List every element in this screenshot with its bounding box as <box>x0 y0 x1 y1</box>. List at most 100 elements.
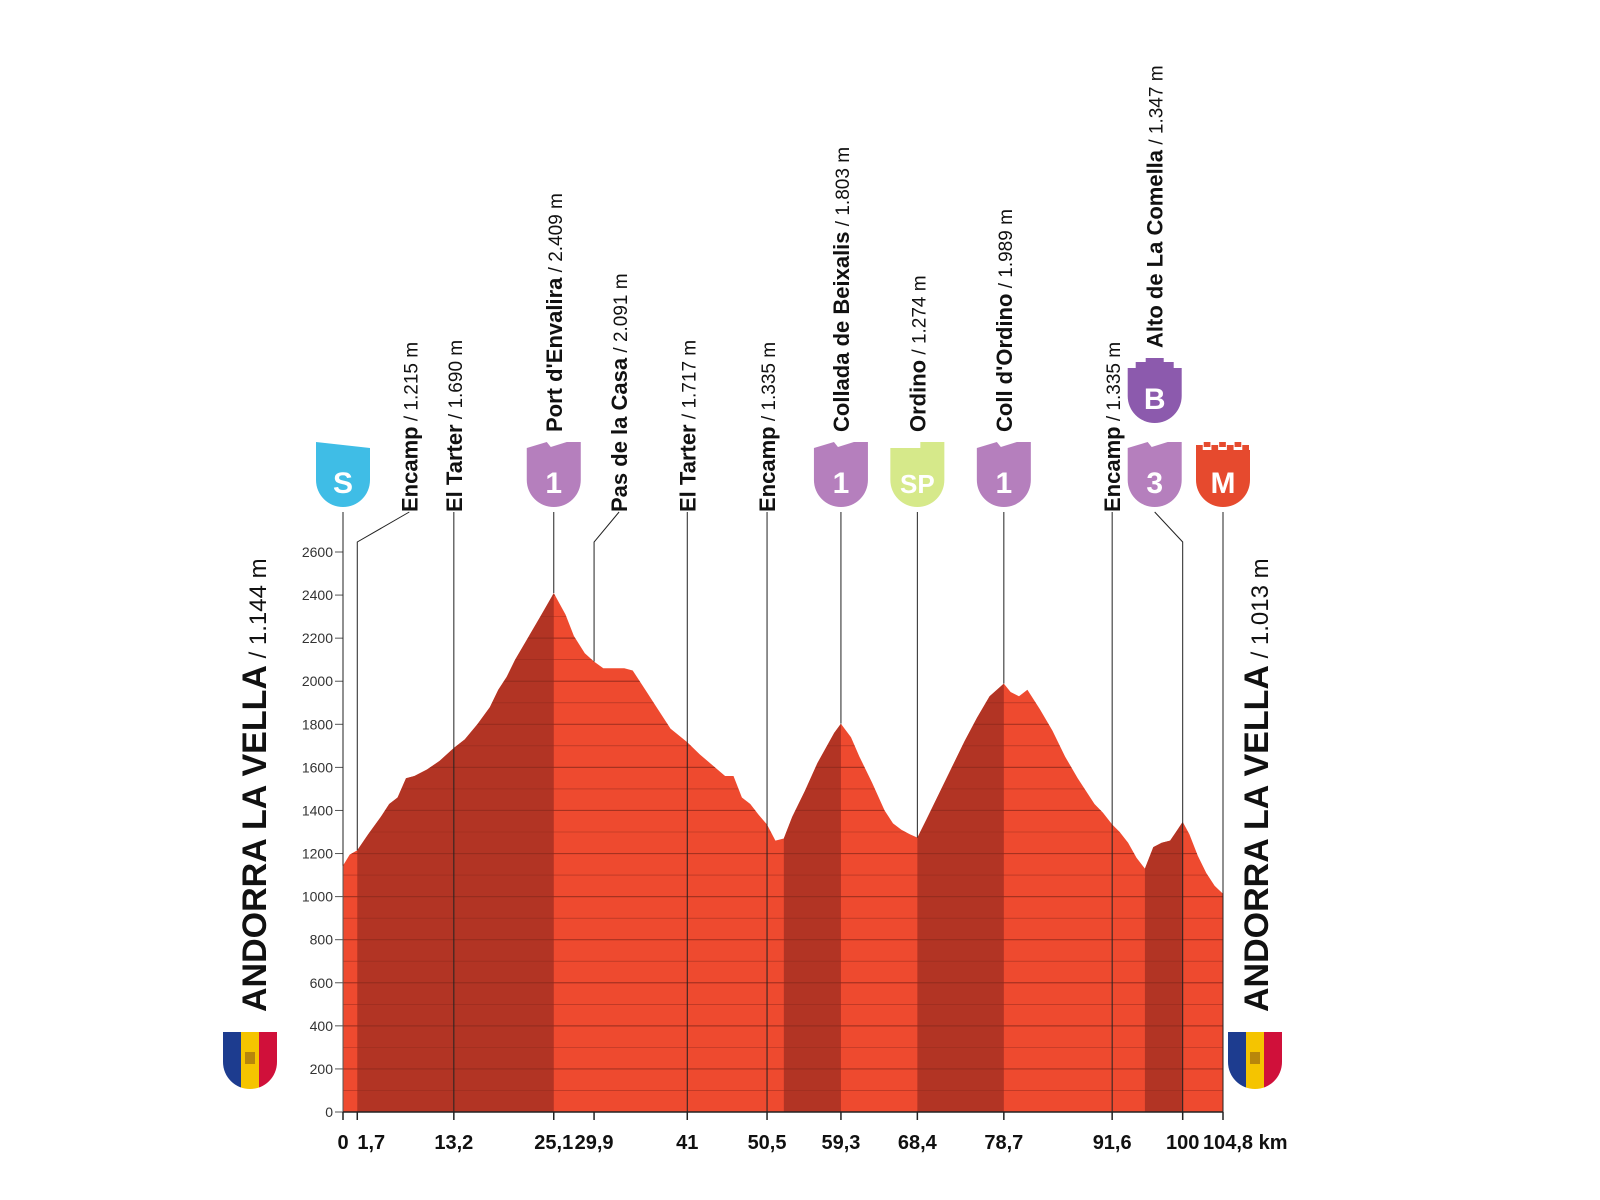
elevation-profile <box>343 593 1223 1112</box>
waypoint-8: SP Ordino / 1.274 m <box>890 275 945 838</box>
x-tick-label: 59,3 <box>821 1132 860 1154</box>
x-tick-label: 13,2 <box>434 1132 473 1154</box>
start-town-label: ANDORRA LA VELLA / 1.144 m <box>236 558 274 1012</box>
waypoint-name: Port d'Envalira <box>542 277 567 432</box>
x-tick-label: 78,7 <box>984 1132 1023 1154</box>
waypoint-label: Port d'Envalira / 2.409 m <box>542 193 567 432</box>
waypoints: S M Encamp / 1.215 m El Tarter / 1.690 m 1 Po… <box>316 65 1250 1112</box>
waypoint-altitude: / 1.717 m <box>679 340 700 425</box>
waypoint-name: El Tarter <box>675 424 700 512</box>
waypoint-altitude: / 1.803 m <box>833 147 854 232</box>
x-tick-label: 29,9 <box>575 1132 614 1154</box>
waypoint-name: El Tarter <box>442 424 467 512</box>
waypoint-4: Pas de la Casa / 2.091 m <box>593 273 632 662</box>
waypoint-9: 1 Coll d'Ordino / 1.989 m <box>976 209 1031 684</box>
waypoint-label: Pas de la Casa / 2.091 m <box>607 273 632 512</box>
start-endpoint: ANDORRA LA VELLA / 1.144 m <box>223 558 277 1089</box>
finish-town-name: ANDORRA LA VELLA <box>1238 665 1276 1012</box>
y-tick-label: 200 <box>310 1061 334 1077</box>
waypoint-altitude: / 1.335 m <box>1104 342 1125 427</box>
finish-endpoint: ANDORRA LA VELLA / 1.013 m <box>1228 558 1282 1089</box>
waypoint-name: Encamp <box>397 426 422 512</box>
waypoint-label: El Tarter / 1.717 m <box>675 340 700 512</box>
waypoint-altitude: / 1.989 m <box>996 209 1017 294</box>
leader-line <box>593 511 620 662</box>
badge-text: SP <box>900 469 935 499</box>
waypoint-altitude: / 1.215 m <box>401 342 422 427</box>
waypoint-altitude: / 1.347 m <box>1147 65 1168 150</box>
badge-text: 1 <box>833 467 850 500</box>
badge-text: 1 <box>545 467 562 500</box>
finish-town-altitude: / 1.013 m <box>1247 558 1274 665</box>
waypoint-label: El Tarter / 1.690 m <box>442 340 467 512</box>
y-tick-label: 1400 <box>302 802 333 818</box>
x-tick-label: 91,6 <box>1093 1132 1132 1154</box>
start-badge: S <box>316 442 370 866</box>
x-tick-label: 0 <box>337 1132 348 1154</box>
waypoint-name: Ordino <box>905 360 930 432</box>
badge-text: S <box>333 467 353 500</box>
waypoint-3: 1 Port d'Envalira / 2.409 m <box>526 193 581 594</box>
y-tick-label: 0 <box>325 1104 333 1120</box>
badge-text: M <box>1211 467 1236 500</box>
x-tick-label: 104,8 km <box>1203 1132 1288 1154</box>
andorra-flag-icon <box>223 1032 277 1089</box>
y-tick-label: 1600 <box>302 759 333 775</box>
waypoint-label: Encamp / 1.335 m <box>755 342 780 512</box>
y-tick-label: 400 <box>310 1018 334 1034</box>
waypoint-altitude: / 1.335 m <box>759 342 780 427</box>
waypoint-2: El Tarter / 1.690 m <box>442 340 467 1112</box>
waypoint-label: Coll d'Ordino / 1.989 m <box>992 209 1017 432</box>
waypoint-11: 3 B Alto de La Comella / 1.347 m <box>1127 65 1184 1112</box>
start-town-altitude: / 1.144 m <box>245 558 272 665</box>
waypoint-name: Encamp <box>755 426 780 512</box>
leader-line <box>1154 511 1184 1112</box>
waypoint-label: Alto de La Comella / 1.347 m <box>1143 65 1168 348</box>
waypoint-1: Encamp / 1.215 m <box>356 342 422 851</box>
x-axis: 0 1,7 13,2 25,1 29,9 41 50,5 59,3 68,4 78,7 91,6 10… <box>337 1111 1288 1154</box>
climb-shade-1 <box>357 593 554 1112</box>
waypoint-name: Coll d'Ordino <box>992 294 1017 432</box>
badge-text: 3 <box>1146 467 1163 500</box>
waypoint-5: El Tarter / 1.717 m <box>675 340 700 1112</box>
y-tick-label: 2200 <box>302 630 333 646</box>
x-tick-label: 25,1 <box>534 1132 573 1154</box>
finish-badge: M <box>1196 442 1250 1112</box>
climb-shade-3 <box>917 593 1004 1112</box>
x-tick-label: 68,4 <box>898 1132 938 1154</box>
y-tick-label: 600 <box>310 975 334 991</box>
x-tick-label: 100 <box>1166 1132 1199 1154</box>
climb-shade-2 <box>783 593 841 1112</box>
x-tick-label: 1,7 <box>357 1132 385 1154</box>
waypoint-altitude: / 2.091 m <box>611 273 632 358</box>
leader-line <box>356 511 410 851</box>
y-tick-label: 1000 <box>302 889 333 905</box>
waypoint-label: Collada de Beixalis / 1.803 m <box>829 147 854 432</box>
bonus-badge: B <box>1127 358 1182 423</box>
waypoint-label: Ordino / 1.274 m <box>905 275 930 432</box>
andorra-flag-icon <box>1228 1032 1282 1089</box>
x-tick-label: 50,5 <box>748 1132 787 1154</box>
y-tick-label: 1200 <box>302 846 333 862</box>
waypoint-name: Collada de Beixalis <box>829 231 854 432</box>
climb-shade-4 <box>1144 593 1183 1112</box>
waypoint-7: 1 Collada de Beixalis / 1.803 m <box>813 147 868 724</box>
waypoint-6: Encamp / 1.335 m <box>755 342 780 1112</box>
waypoint-altitude: / 1.274 m <box>909 275 930 360</box>
waypoint-name: Pas de la Casa <box>607 357 632 512</box>
y-tick-label: 1800 <box>302 716 333 732</box>
y-tick-label: 2400 <box>302 587 333 603</box>
finish-town-label: ANDORRA LA VELLA / 1.013 m <box>1238 558 1276 1012</box>
waypoint-altitude: / 2.409 m <box>546 193 567 278</box>
waypoint-label: Encamp / 1.335 m <box>1100 342 1125 512</box>
x-tick-label: 41 <box>676 1132 698 1154</box>
start-town-name: ANDORRA LA VELLA <box>236 665 274 1012</box>
waypoint-label: Encamp / 1.215 m <box>397 342 422 512</box>
waypoint-name: Alto de La Comella <box>1143 149 1168 348</box>
badge-text: B <box>1144 383 1166 416</box>
y-tick-label: 2600 <box>302 544 333 560</box>
waypoint-name: Encamp <box>1100 426 1125 512</box>
waypoint-altitude: / 1.690 m <box>446 340 467 425</box>
y-tick-label: 2000 <box>302 673 333 689</box>
